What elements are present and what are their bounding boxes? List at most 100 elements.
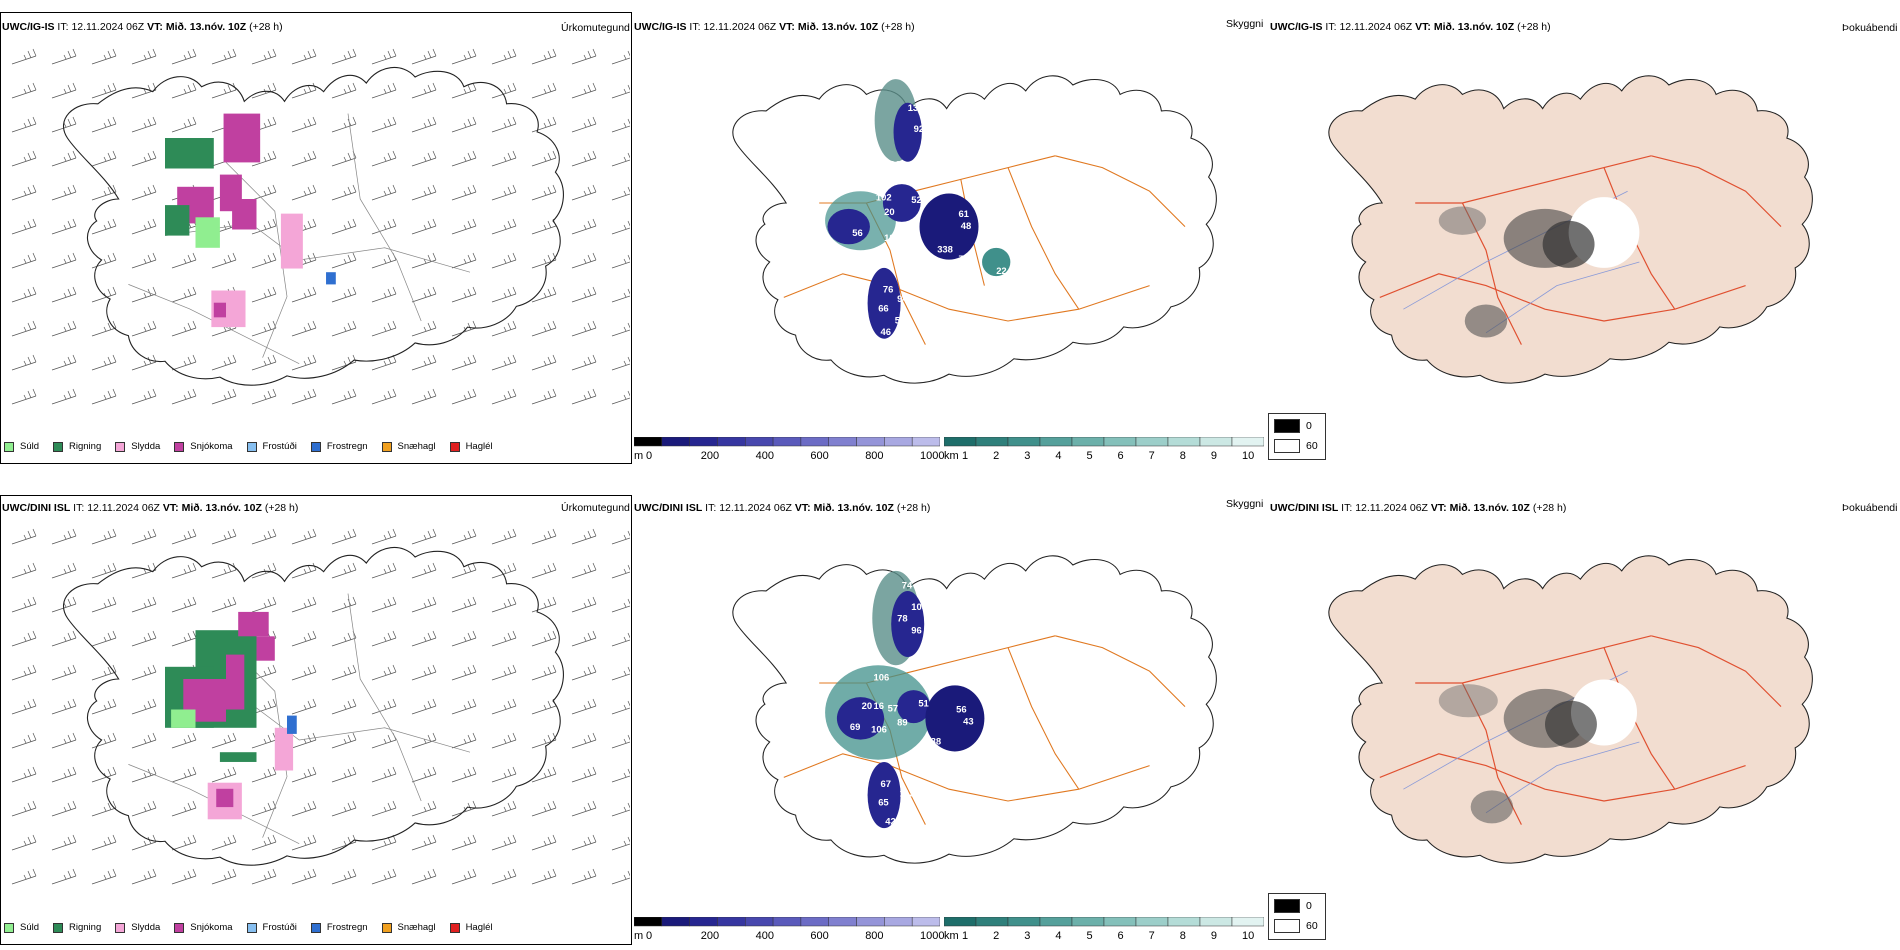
cloud-base-label: 57	[888, 703, 899, 714]
wind-barb	[531, 664, 557, 681]
cloud-base-label: 78	[897, 614, 908, 625]
wind-barb	[51, 218, 77, 235]
cloud-base-label: 20	[862, 701, 873, 712]
wind-barb	[251, 354, 277, 371]
wind-barb	[371, 116, 397, 133]
wind-barb	[531, 868, 557, 885]
colorbar-swatch	[1167, 437, 1201, 447]
wind-barb	[411, 150, 437, 167]
wind-barb	[171, 732, 197, 749]
wind-barb	[411, 664, 437, 681]
wind-barb	[251, 732, 277, 749]
wind-barb	[331, 354, 357, 371]
wind-barb	[571, 868, 597, 885]
wind-barb	[131, 766, 157, 783]
wind-barb	[11, 150, 37, 167]
wind-barb	[251, 596, 277, 613]
wind-barb	[571, 218, 597, 235]
colorbar-swatch	[944, 437, 977, 447]
wind-barb	[91, 698, 117, 715]
panel-header: UWC/DINI ISL IT: 12.11.2024 06Z VT: Mið.…	[634, 502, 931, 514]
colorbar-tick-label: 9	[1210, 930, 1217, 942]
wind-barb	[251, 184, 277, 201]
wind-barb	[291, 800, 317, 817]
wind-barb	[451, 868, 477, 885]
wind-barb	[11, 732, 37, 749]
cloudbase-unit: m	[634, 450, 644, 462]
wind-barb	[451, 800, 477, 817]
wind-barb	[171, 354, 197, 371]
wind-barb	[11, 82, 37, 99]
wind-barb	[371, 766, 397, 783]
wind-barb	[611, 700, 630, 715]
cloud-base-label: 67	[881, 779, 892, 790]
wind-barb	[411, 116, 437, 133]
wind-barb	[51, 528, 77, 545]
wind-barb	[291, 596, 317, 613]
wind-barb	[451, 698, 477, 715]
colorbar-tick-label: 1	[962, 450, 969, 462]
wind-barb	[411, 252, 437, 269]
wind-barb	[491, 596, 517, 613]
colorbar-swatch	[944, 917, 977, 927]
wind-barb	[571, 388, 597, 405]
wind-barb	[451, 664, 477, 681]
colorbar-tick-label: 6	[1117, 450, 1124, 462]
legend-item: Snjókoma	[174, 922, 233, 933]
colorbar-swatch	[1135, 437, 1169, 447]
wind-barb	[251, 252, 277, 269]
wind-barb	[611, 598, 630, 613]
cloud-base-label: 135	[908, 103, 924, 114]
wind-barb	[611, 152, 630, 167]
wind-barb	[531, 320, 557, 337]
precip-type-map	[2, 516, 630, 911]
wind-barb	[331, 150, 357, 167]
wind-barb	[411, 48, 437, 65]
wind-barb	[371, 218, 397, 235]
colorbar-swatch	[856, 437, 885, 447]
wind-barb	[11, 184, 37, 201]
visibility-colorbar	[944, 917, 1264, 927]
wind-barb	[571, 800, 597, 817]
cloud-base-label: 33	[1006, 280, 1017, 291]
wind-barb	[611, 768, 630, 783]
wind-barb	[611, 254, 630, 269]
wind-barb	[291, 48, 317, 65]
legend-item: Frostregn	[310, 441, 368, 452]
colorbar-swatch	[828, 917, 857, 927]
precip-type-map	[2, 36, 630, 431]
wind-barb	[371, 834, 397, 851]
wind-barb	[251, 766, 277, 783]
wind-barb	[51, 354, 77, 371]
wind-barb	[131, 596, 157, 613]
wind-barb	[331, 116, 357, 133]
wind-barb	[411, 732, 437, 749]
wind-barb	[491, 800, 517, 817]
wind-barb	[531, 528, 557, 545]
wind-barb	[91, 48, 117, 65]
colorbar-swatch	[689, 437, 718, 447]
wind-barb	[11, 698, 37, 715]
legend-item: Snæhagl	[381, 922, 436, 933]
wind-barb	[291, 630, 317, 647]
wind-barb	[131, 630, 157, 647]
fog-legend-item: 60	[1274, 439, 1318, 453]
precip-panel-border	[0, 495, 632, 945]
wind-barb	[91, 800, 117, 817]
colorbar-swatch	[1199, 917, 1233, 927]
cloud-base-label: 94	[897, 294, 908, 305]
wind-barb	[91, 320, 117, 337]
wind-barb	[131, 732, 157, 749]
wind-barb	[371, 82, 397, 99]
colorbar-tick-label: 200	[700, 450, 720, 462]
wind-barb	[91, 766, 117, 783]
wind-barb	[11, 664, 37, 681]
cloud-base-label: 305	[928, 138, 944, 149]
panel-header: UWC/IG-IS IT: 12.11.2024 06Z VT: Mið. 13…	[634, 21, 915, 33]
wind-barb	[571, 150, 597, 167]
wind-barb	[571, 286, 597, 303]
visibility-panel-title: Skyggni	[1226, 18, 1264, 30]
colorbar-tick-label: 0	[646, 450, 653, 462]
wind-barb	[131, 388, 157, 405]
wind-barb	[251, 116, 277, 133]
